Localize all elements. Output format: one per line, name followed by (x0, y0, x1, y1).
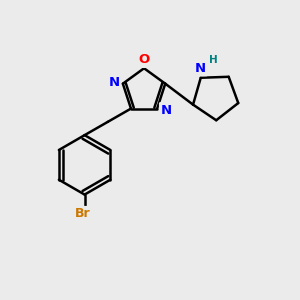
Text: Br: Br (75, 207, 91, 220)
Text: H: H (209, 55, 218, 65)
Text: N: N (160, 103, 172, 117)
Text: N: N (108, 76, 119, 89)
Text: O: O (138, 53, 150, 66)
Text: N: N (195, 62, 206, 75)
